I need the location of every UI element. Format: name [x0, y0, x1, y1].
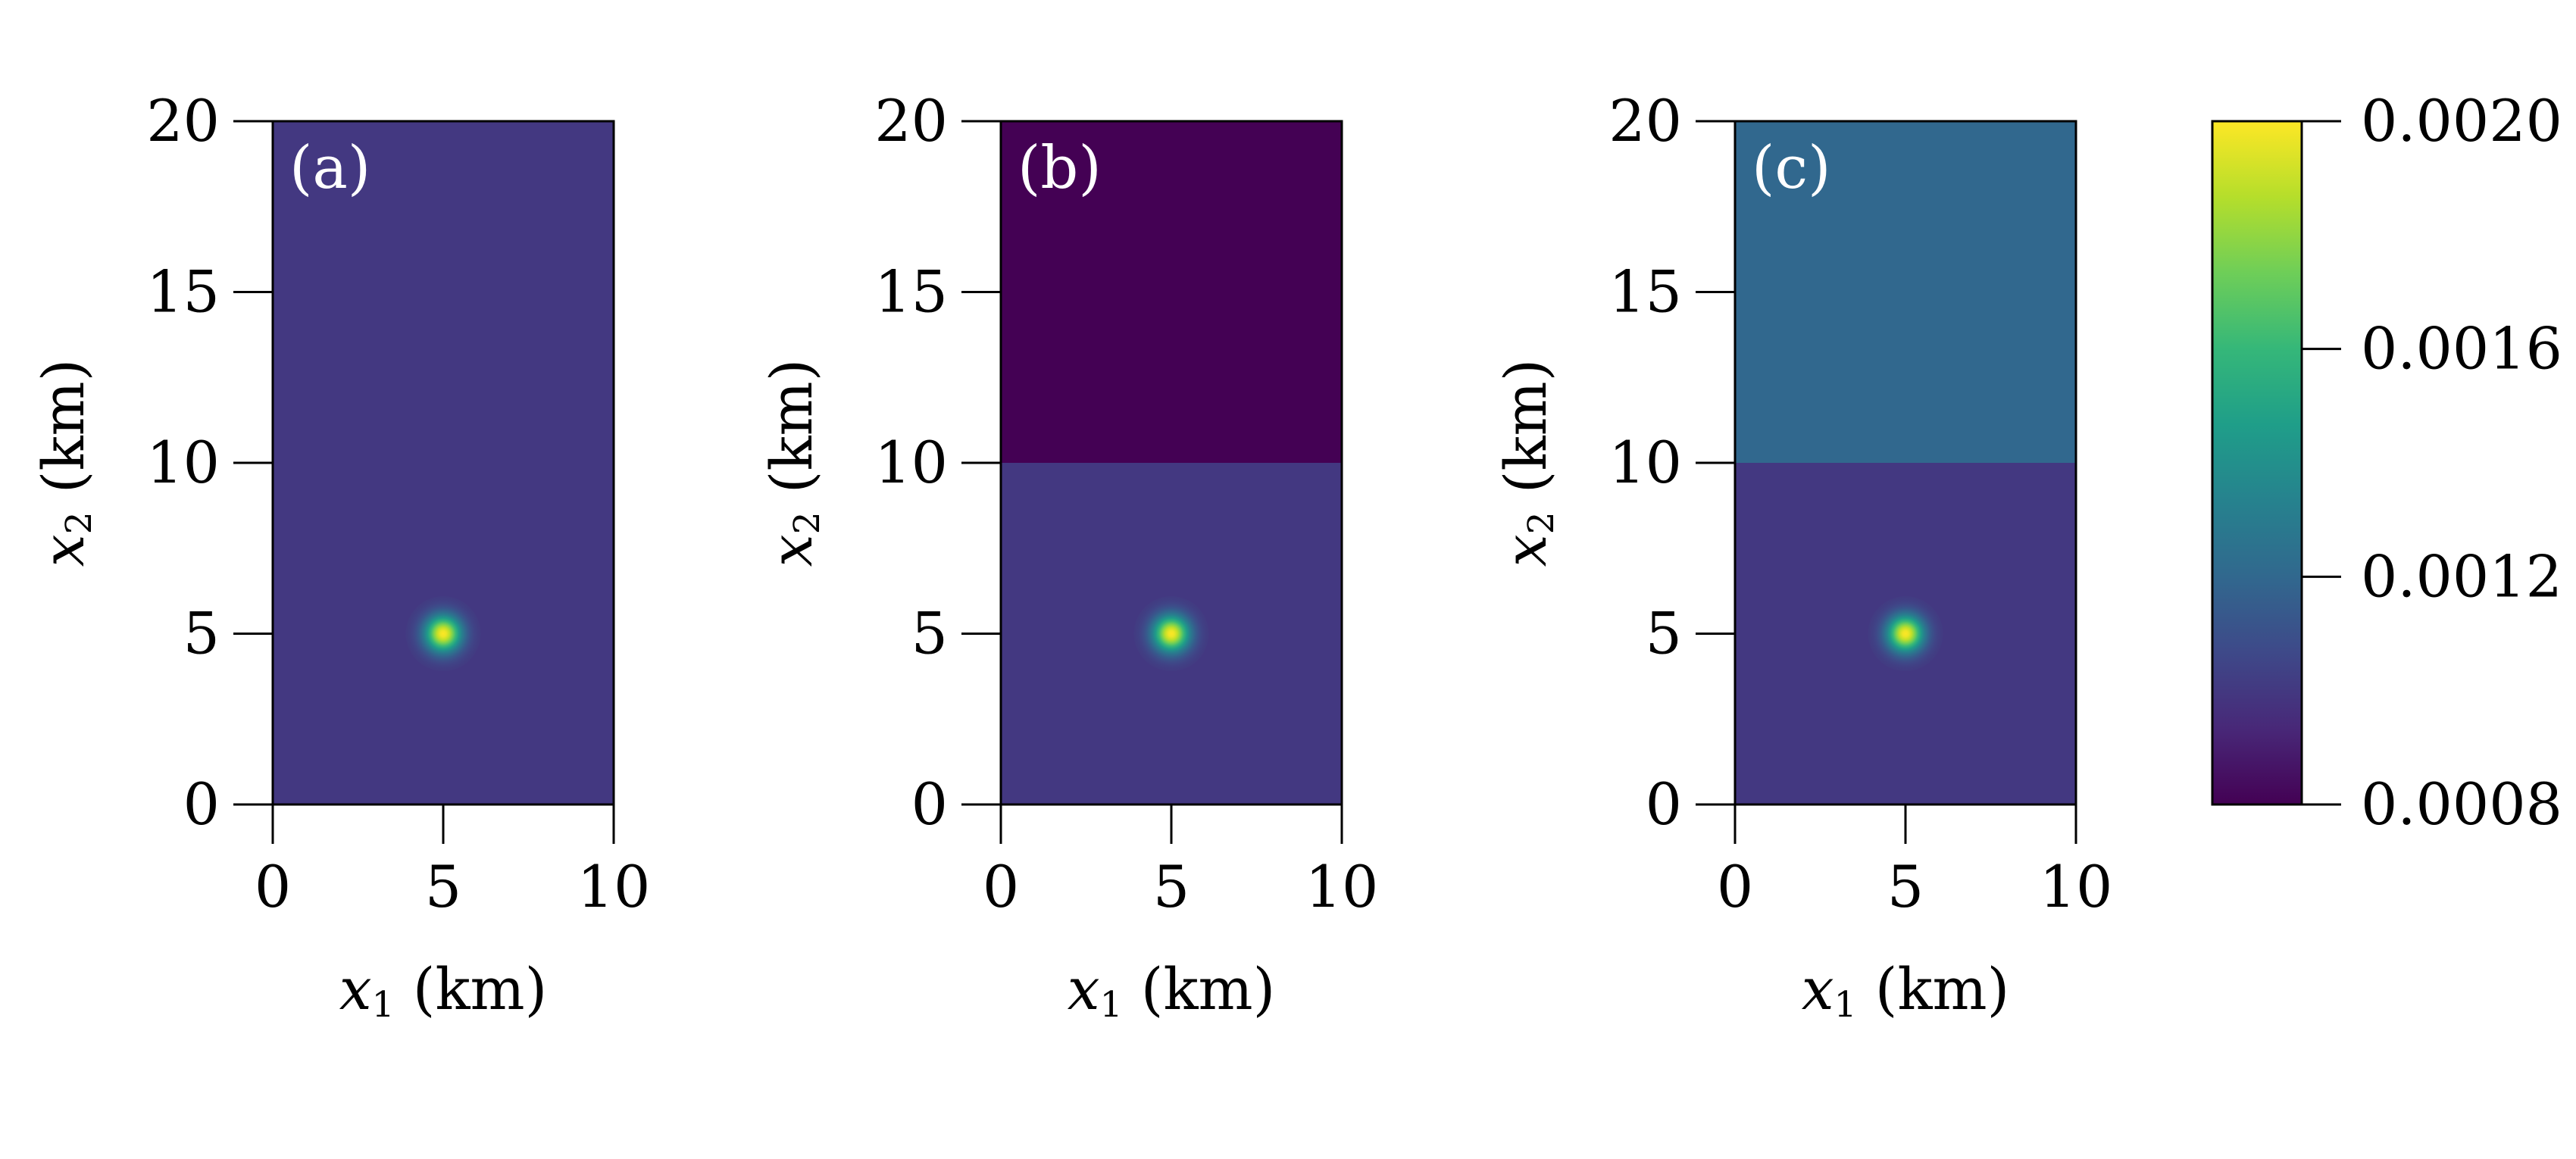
y-tick-label: 5	[1646, 600, 1682, 667]
x-tick-label: 0	[983, 853, 1019, 920]
anomaly-blob	[1133, 596, 1209, 671]
field-image	[1001, 121, 1342, 804]
y-tick-label: 15	[146, 258, 220, 326]
region-1	[1735, 121, 2076, 463]
y-axis-label: x2 (km)	[1492, 359, 1562, 567]
y-tick-label: 20	[874, 87, 948, 155]
y-tick-label: 5	[911, 600, 948, 667]
panel-c: (c) 0 5 10 15 20 0 5 10 x1 (km) x2 (km)	[1492, 87, 2112, 1026]
colorbar-tick-label: 0.0008	[2361, 770, 2562, 838]
panel-b: (b) 0 5 10 15 20 0 5 10 x1 (km) x2 (km)	[758, 87, 1378, 1026]
x-tick-label: 5	[425, 853, 461, 920]
x-tick-label: 10	[2040, 853, 2113, 920]
x-tick-label: 5	[1153, 853, 1190, 920]
y-tick-label: 15	[874, 258, 948, 326]
field-image	[273, 121, 614, 804]
panel-a: (a) 0 5 10 15 20 0 5 10 x1 (km) x2 (km)	[30, 87, 650, 1026]
anomaly-blob	[405, 596, 481, 671]
colorbar-gradient	[2212, 121, 2302, 804]
region-1	[1001, 121, 1342, 463]
y-tick-label: 5	[183, 600, 220, 667]
x-tick-label: 10	[577, 853, 651, 920]
x-axis-label: x1 (km)	[1068, 955, 1275, 1026]
y-tick-label: 20	[146, 87, 220, 155]
y-tick-label: 0	[1646, 770, 1682, 838]
colorbar-frame	[2211, 120, 2303, 806]
x-tick-label: 5	[1887, 853, 1924, 920]
panel-label: (a)	[289, 134, 370, 202]
x-axis-label: x1 (km)	[1802, 955, 2009, 1026]
anomaly-blob	[1868, 596, 1943, 671]
y-tick-label: 0	[911, 770, 948, 838]
y-tick-label: 10	[146, 429, 220, 496]
panel-label: (b)	[1018, 134, 1102, 202]
y-axis-label: x2 (km)	[30, 359, 100, 567]
colorbar-tick-label: 0.0016	[2361, 315, 2562, 383]
y-axis-label: x2 (km)	[758, 359, 828, 567]
panel-label: (c)	[1752, 134, 1831, 202]
field-image	[1735, 121, 2076, 804]
colorbar-tick-label: 0.0012	[2361, 542, 2562, 610]
region-0	[273, 121, 614, 804]
colorbar: 0.0008 0.0012 0.0016 0.0020	[2211, 87, 2562, 838]
x-tick-label: 10	[1305, 853, 1379, 920]
colorbar-tick-label: 0.0020	[2361, 87, 2562, 155]
y-tick-label: 10	[874, 429, 948, 496]
y-tick-label: 15	[1608, 258, 1682, 326]
x-axis-label: x1 (km)	[339, 955, 547, 1026]
x-tick-label: 0	[255, 853, 291, 920]
y-tick-label: 10	[1608, 429, 1682, 496]
x-tick-label: 0	[1717, 853, 1753, 920]
y-tick-label: 20	[1608, 87, 1682, 155]
y-tick-label: 0	[183, 770, 220, 838]
